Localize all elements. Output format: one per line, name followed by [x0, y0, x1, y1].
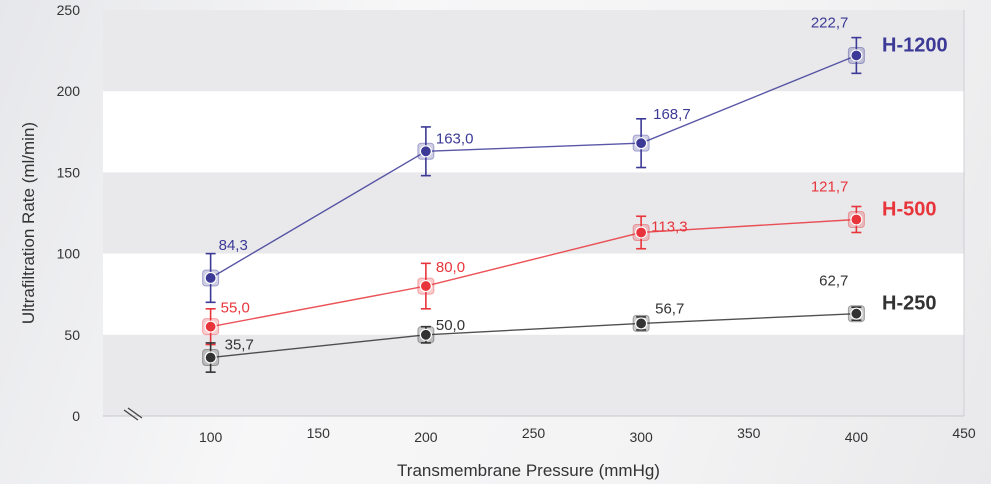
series-line — [210, 218, 857, 328]
data-point — [850, 213, 863, 226]
series-h-250: 35,7 50,0 56,7 62,7 H-250 — [202, 273, 936, 373]
data-label: 50,0 — [436, 317, 465, 334]
y-tick-label: 0 — [72, 408, 80, 424]
data-label: 121,7 — [811, 178, 849, 195]
data-point — [204, 351, 217, 364]
x-tick-label: 300 — [629, 429, 653, 445]
data-label: 222,7 — [811, 14, 849, 31]
y-axis-title: Ultrafiltration Rate (ml/min) — [19, 122, 38, 324]
y-axis-ticks: 0 50 100 150 200 250 — [57, 2, 81, 424]
series-h-500: 55,0 80,0 113,3 121,7 H-500 — [202, 178, 936, 346]
x-tick-label: 350 — [737, 425, 761, 441]
series-name-label: H-250 — [882, 293, 936, 315]
data-point — [419, 279, 432, 293]
data-label: 163,0 — [436, 130, 474, 147]
x-tick-label: 400 — [845, 429, 869, 445]
plot-background — [103, 10, 965, 417]
data-point — [635, 226, 648, 239]
axis-break-mark — [123, 407, 143, 421]
y-tick-label: 150 — [57, 164, 81, 180]
data-point — [850, 49, 863, 62]
x-axis-ticks: 100 150 200 250 300 350 400 450 — [199, 425, 976, 445]
grid-band — [103, 10, 964, 92]
y-tick-label: 250 — [57, 2, 81, 18]
data-point — [850, 307, 863, 320]
series-h-1200: 84,3 163,0 168,7 222,7 H-1200 — [202, 14, 948, 304]
data-label: 168,7 — [653, 106, 691, 123]
data-point — [635, 317, 648, 330]
x-tick-label: 450 — [952, 425, 976, 441]
data-label: 80,0 — [436, 259, 465, 276]
data-label: 62,7 — [819, 273, 848, 290]
x-tick-label: 200 — [414, 429, 438, 445]
data-point — [635, 137, 648, 150]
data-point — [419, 145, 432, 158]
series-line — [210, 312, 857, 359]
y-tick-label: 200 — [57, 83, 81, 99]
x-axis-title: Transmembrane Pressure (mmHg) — [397, 461, 660, 480]
series-name-label: H-1200 — [882, 34, 948, 56]
grid-band — [103, 172, 964, 254]
x-tick-label: 250 — [522, 425, 546, 441]
data-label: 35,7 — [225, 337, 254, 354]
break-line — [123, 409, 139, 421]
x-tick-label: 150 — [307, 425, 331, 441]
data-label: 113,3 — [651, 218, 687, 235]
data-label: 56,7 — [655, 300, 684, 317]
series-name-label: H-500 — [882, 198, 936, 220]
data-point — [204, 320, 217, 333]
grid-band — [103, 334, 964, 416]
data-label: 84,3 — [219, 237, 248, 254]
x-tick-label: 100 — [199, 429, 223, 445]
y-tick-label: 100 — [57, 246, 81, 262]
data-point — [419, 328, 432, 341]
data-label: 55,0 — [221, 300, 250, 317]
series-line — [210, 54, 857, 279]
y-tick-label: 50 — [64, 327, 80, 343]
data-point — [204, 271, 217, 285]
break-line — [127, 407, 143, 419]
series-group: 84,3 163,0 168,7 222,7 H-1200 55,0 80,0 113,3 12… — [202, 14, 948, 373]
